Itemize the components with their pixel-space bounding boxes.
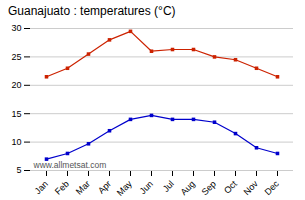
svg-text:10: 10 — [11, 137, 21, 147]
svg-text:20: 20 — [11, 80, 21, 90]
svg-text:15: 15 — [11, 109, 21, 119]
svg-text:5: 5 — [16, 165, 21, 175]
svg-text:25: 25 — [11, 52, 21, 62]
svg-text:www.allmetsat.com: www.allmetsat.com — [33, 160, 107, 170]
svg-text:Mar: Mar — [74, 179, 92, 197]
svg-text:Feb: Feb — [53, 179, 71, 197]
svg-text:30: 30 — [11, 23, 21, 33]
svg-text:Jan: Jan — [33, 179, 50, 196]
svg-text:Jul: Jul — [161, 179, 176, 194]
svg-text:May: May — [115, 178, 134, 197]
svg-text:Oct: Oct — [222, 178, 239, 195]
svg-text:Sep: Sep — [200, 179, 218, 197]
svg-text:Dec: Dec — [263, 178, 282, 197]
svg-text:Jun: Jun — [138, 179, 155, 196]
svg-text:Nov: Nov — [242, 178, 261, 197]
svg-text:Aug: Aug — [179, 179, 197, 197]
svg-text:Apr: Apr — [96, 179, 113, 196]
html-text:Guanajuato : temperatures (°C): Guanajuato : temperatures (°C) — [8, 4, 176, 18]
